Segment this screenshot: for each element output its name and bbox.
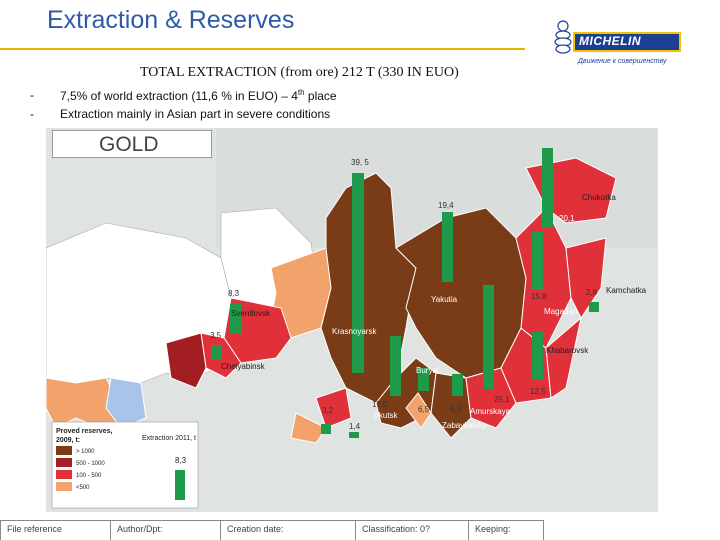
bar-kamchatka — [589, 302, 599, 312]
footer-author: Author/Dpt: — [110, 520, 220, 540]
value-yakutia: 19,4 — [438, 201, 454, 210]
legend-bar — [175, 470, 185, 500]
extraction-bars — [211, 148, 599, 438]
label-chukotka: Chukotka — [582, 193, 616, 202]
brand-name: MICHELIN — [579, 34, 641, 48]
russia-gold-map: 39, 5 19,4 20,1 15,8 2,8 8,3 3,5 12,5 25… — [46, 128, 658, 512]
legend-swatch-1 — [56, 446, 72, 455]
bar-yakutia — [442, 212, 453, 282]
bar-buryat — [418, 368, 429, 391]
legend-label-4: <500 — [76, 485, 90, 491]
bullet-item: - 7,5% of world extraction (11,6 % in EU… — [30, 88, 337, 107]
bullet-text-end: place — [304, 89, 337, 103]
value-sverdlovsk: 8,3 — [228, 289, 240, 298]
bar-sverdlovsk — [230, 304, 241, 334]
label-magadan: Magadan — [544, 307, 577, 316]
legend-title-year: 2009, t: — [56, 437, 80, 444]
legend-swatch-2 — [56, 458, 72, 467]
value-tuva: 1,4 — [349, 422, 361, 431]
legend-bar-value: 8,3 — [175, 456, 187, 465]
value-altai: 3,2 — [322, 406, 334, 415]
bullet-dash: - — [30, 107, 34, 121]
label-krasnoyarsk: Krasnoyarsk — [332, 327, 377, 336]
value-chelyabinsk: 3,5 — [210, 331, 222, 340]
value-chukotka: 20,1 — [559, 214, 575, 223]
bar-chelyabinsk — [211, 345, 222, 359]
footer-file-reference: File reference — [0, 520, 110, 540]
bullet-text: 7,5% of world extraction (11,6 % in EUO)… — [60, 89, 298, 103]
legend-swatch-4 — [56, 482, 72, 491]
bar-altai — [321, 424, 331, 434]
slide-subtitle: TOTAL EXTRACTION (from ore) 212 T (330 I… — [140, 65, 459, 80]
brand-tagline: Движение к совершенству — [578, 58, 667, 65]
bullet-text: Extraction mainly in Asian part in sever… — [60, 107, 331, 121]
bullet-item: - Extraction mainly in Asian part in sev… — [30, 107, 337, 126]
footer-creation-date: Creation date: — [220, 520, 355, 540]
label-irkutsk: Irkutsk — [374, 411, 399, 420]
bar-chukotka — [542, 148, 553, 228]
bar-khabarovsk — [532, 332, 543, 380]
label-yakutia: Yakutia — [431, 295, 458, 304]
label-zabaykalsky: Zabaykalsky — [442, 421, 486, 430]
value-buryat: 6,5 — [418, 405, 430, 414]
value-kamchatka: 2,8 — [586, 288, 598, 297]
label-khabarovsk: Khabarovsk — [546, 346, 589, 355]
bullet-superscript: th — [297, 88, 305, 97]
bar-amurskaya — [483, 285, 494, 389]
map-legend: Proved reserves, 2009, t: > 1000 500 - 1… — [51, 421, 199, 509]
legend-swatch-3 — [56, 470, 72, 479]
bar-krasnoyarsk — [352, 173, 364, 373]
bar-irkutsk — [390, 336, 401, 396]
map-panel-title: GOLD — [52, 130, 212, 158]
value-krasnoyarsk: 39, 5 — [351, 158, 369, 167]
label-chelyabinsk: Chelyabinsk — [221, 362, 266, 371]
footer-classification: Classification: 0? — [355, 520, 468, 540]
legend-label-1: > 1000 — [76, 449, 95, 455]
label-sverdlovsk: Sverdlovsk — [231, 309, 271, 318]
legend-bar-title: Extraction 2011, t — [142, 435, 196, 442]
title-underline — [0, 48, 525, 50]
bar-magadan — [532, 232, 543, 290]
label-buryat: Buryat — [416, 366, 440, 375]
michelin-logo: MICHELIN — [553, 20, 685, 56]
bibendum-icon — [554, 20, 572, 54]
legend-label-2: 500 - 1000 — [76, 461, 105, 467]
value-magadan: 15,8 — [531, 292, 547, 301]
value-amurskaya: 25,1 — [494, 395, 510, 404]
bullet-dash: - — [30, 88, 34, 102]
footer-keeping: Keeping: — [468, 520, 544, 540]
page-title: Extraction & Reserves — [47, 6, 295, 34]
bar-tuva — [349, 432, 359, 438]
bullet-list: - 7,5% of world extraction (11,6 % in EU… — [30, 88, 337, 126]
value-khabarovsk: 12,5 — [530, 387, 546, 396]
footer-bar: File reference Author/Dpt: Creation date… — [0, 520, 720, 540]
value-zabaykalsky: 6,3 — [450, 405, 462, 414]
legend-title: Proved reserves, — [56, 428, 112, 435]
label-kamchatka: Kamchatka — [606, 286, 647, 295]
bar-zabaykalsky — [452, 374, 463, 396]
legend-label-3: 100 - 500 — [76, 473, 102, 479]
label-amurskaya: Amurskaya — [470, 407, 511, 416]
value-irkutsk: 17,0 — [372, 400, 388, 409]
